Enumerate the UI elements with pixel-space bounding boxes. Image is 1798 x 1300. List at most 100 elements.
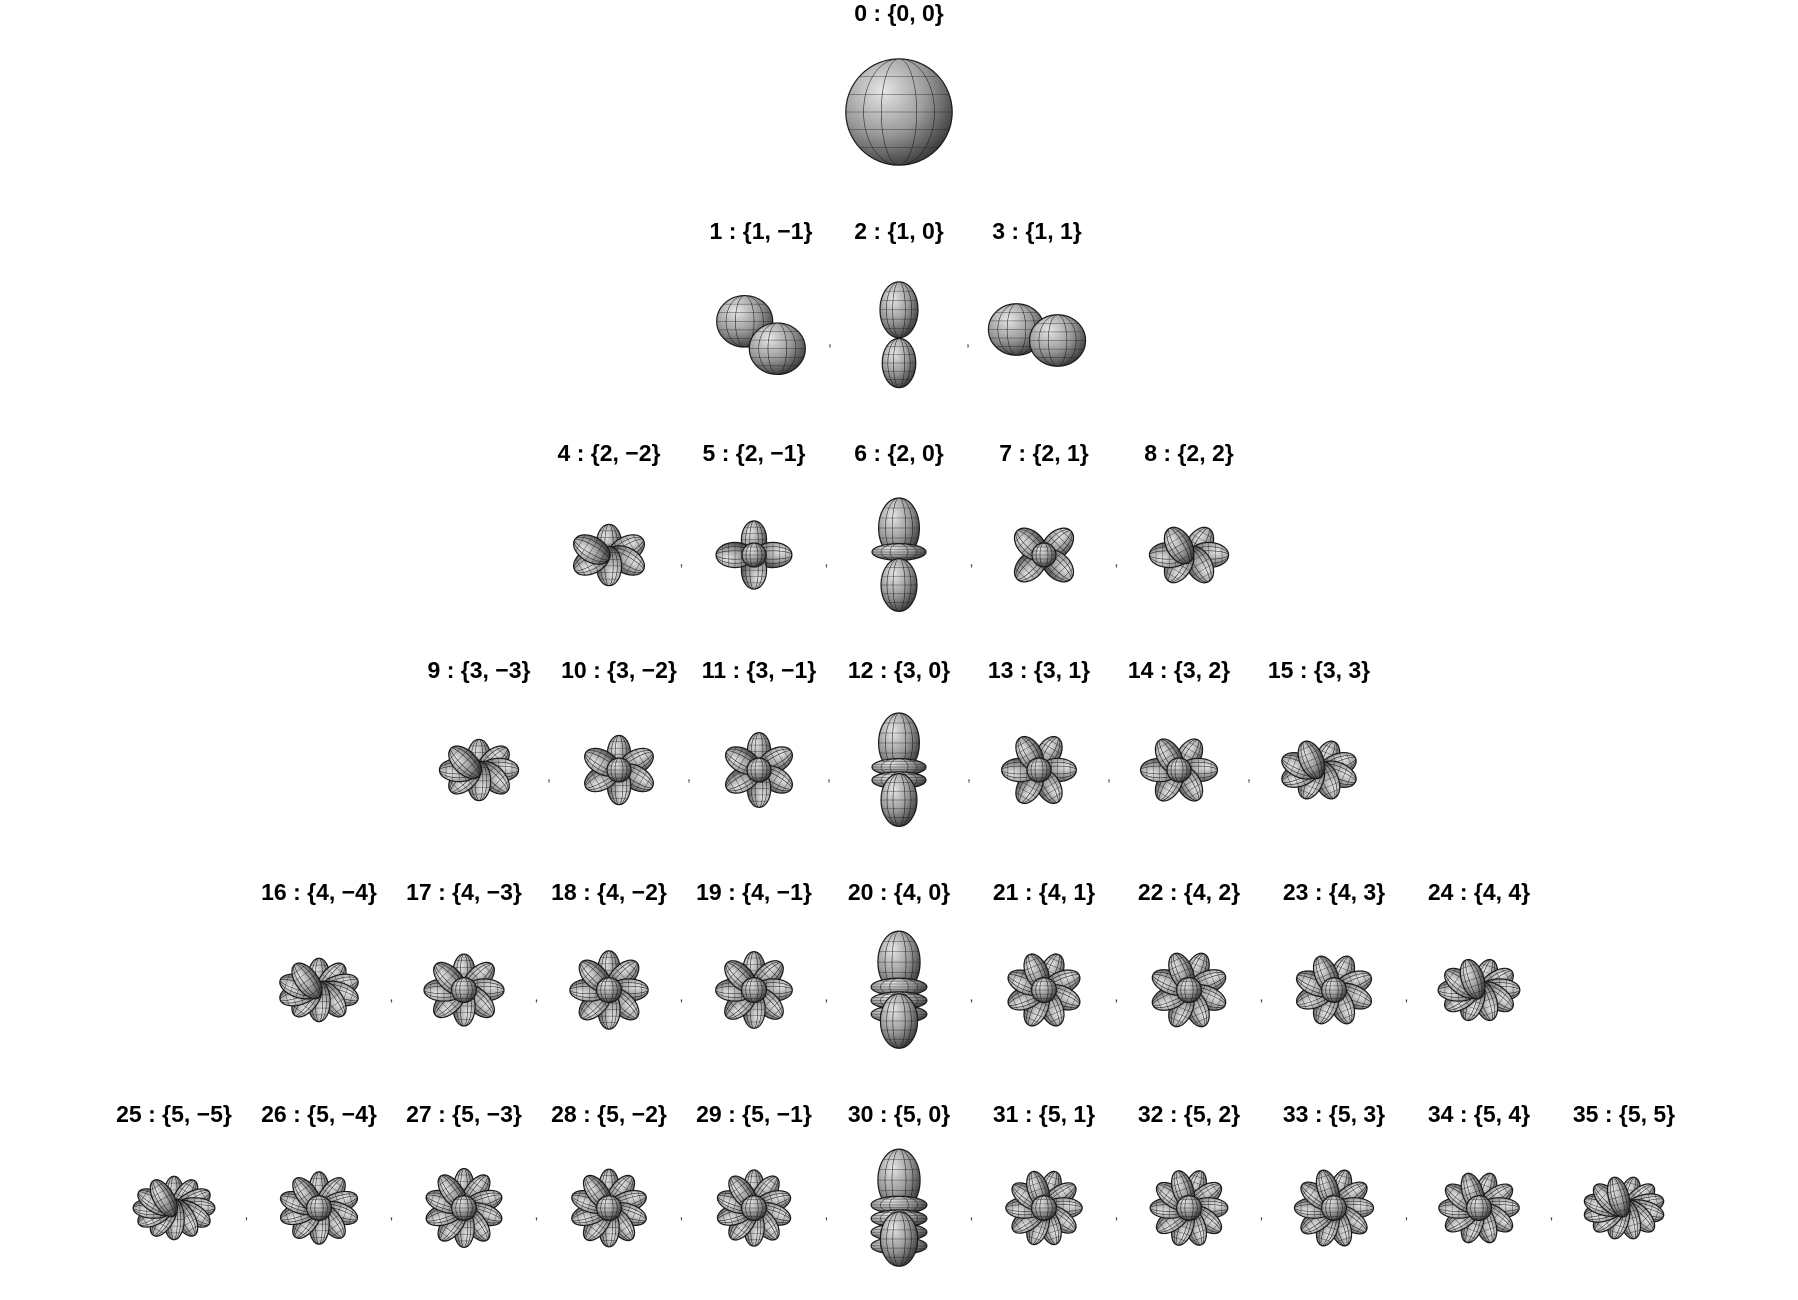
harmonic-label: 35 : {5, 5} [1572, 1101, 1676, 1127]
harmonic-label: 30 : {5, 0} [847, 1101, 951, 1127]
list-separator: , [534, 1206, 539, 1222]
harmonic-label: 10 : {3, −2} [561, 657, 677, 683]
list-separator: , [828, 333, 832, 349]
harmonic-shape [1148, 526, 1230, 584]
harmonic-shape [1149, 1170, 1229, 1246]
harmonic-label: 5 : {2, −1} [702, 440, 806, 466]
harmonic-label: 20 : {4, 0} [847, 879, 951, 905]
center-lobe [1176, 977, 1202, 1003]
harmonic-shape [870, 930, 928, 1049]
center-lobe [1176, 1195, 1202, 1221]
harmonic-shape [1438, 1172, 1520, 1244]
harmonic-shape [572, 523, 646, 587]
petal-lobe [149, 1179, 178, 1218]
harmonic-shape [715, 520, 793, 590]
center-lobe [1031, 542, 1057, 568]
harmonic-shape [1295, 955, 1373, 1025]
lobe [1028, 314, 1087, 367]
harmonic-shape [423, 953, 505, 1027]
list-separator: , [1404, 988, 1409, 1004]
list-separator: , [824, 1206, 829, 1222]
harmonic-label: 1 : {1, −1} [709, 218, 813, 244]
center-lobe [1166, 757, 1192, 783]
petal-lobe [1459, 958, 1486, 1000]
harmonic-shape [987, 303, 1087, 367]
petal-lobe [1606, 1176, 1631, 1218]
list-separator: , [1404, 1206, 1409, 1222]
harmonic-shape [871, 712, 927, 827]
harmonic-shape [724, 731, 794, 809]
harmonic-shape [716, 294, 806, 376]
center-lobe [596, 1195, 622, 1221]
harmonic-shape [845, 58, 953, 166]
list-separator: , [969, 988, 974, 1004]
harmonic-label: 25 : {5, −5} [116, 1101, 232, 1127]
harmonic-label: 12 : {3, 0} [847, 657, 951, 683]
harmonic-label: 34 : {5, 4} [1427, 1101, 1531, 1127]
lobe [748, 322, 806, 376]
harmonic-shape [1583, 1176, 1665, 1240]
center-lobe [746, 757, 772, 783]
harmonic-shape [715, 951, 793, 1029]
list-separator: , [244, 1206, 249, 1222]
harmonic-label: 21 : {4, 1} [992, 879, 1096, 905]
harmonic-shape [716, 1169, 792, 1247]
harmonic-label: 2 : {1, 0} [854, 218, 944, 244]
harmonic-shape [571, 1168, 647, 1248]
center-lobe [451, 977, 477, 1003]
center-lobe [1321, 1195, 1347, 1221]
torus-ring [871, 543, 927, 561]
harmonic-label: 16 : {4, −4} [261, 879, 377, 905]
center-lobe [741, 977, 767, 1003]
harmonic-label: 3 : {1, 1} [992, 218, 1082, 244]
center-lobe [1031, 1195, 1057, 1221]
center-lobe [606, 757, 632, 783]
list-separator: , [824, 553, 829, 569]
harmonic-shape [279, 1171, 359, 1245]
list-separator: , [389, 988, 394, 1004]
list-separator: , [1259, 1206, 1264, 1222]
harmonic-shape [1151, 952, 1227, 1028]
harmonic-label: 26 : {5, −4} [261, 1101, 377, 1127]
harmonic-label: 11 : {3, −1} [701, 657, 817, 683]
harmonic-shape [1007, 953, 1081, 1027]
petal-lobe [572, 534, 611, 565]
harmonic-shape [279, 957, 359, 1023]
list-separator: , [969, 553, 974, 569]
harmonic-label: 6 : {2, 0} [854, 440, 944, 466]
harmonic-shape [438, 738, 520, 802]
list-separator: , [547, 768, 551, 784]
polar-lobe-top [879, 281, 919, 339]
petal-lobe [1163, 526, 1195, 565]
harmonic-label: 28 : {5, −2} [551, 1101, 667, 1127]
harmonic-shape [871, 497, 927, 612]
harmonic-label: 15 : {3, 3} [1267, 657, 1371, 683]
harmonic-shape [1139, 738, 1219, 802]
harmonic-label: 7 : {2, 1} [999, 440, 1089, 466]
harmonic-shape [870, 1148, 928, 1267]
harmonic-shape [1000, 735, 1078, 805]
harmonic-shape [1293, 1169, 1375, 1247]
harmonic-label: 23 : {4, 3} [1282, 879, 1386, 905]
list-separator: , [679, 1206, 684, 1222]
polar-lobe-top [878, 712, 920, 774]
harmonic-shape [1005, 1170, 1083, 1246]
list-separator: , [966, 333, 970, 349]
polar-lobe-bottom [881, 337, 917, 389]
center-lobe [1026, 757, 1052, 783]
list-separator: , [687, 768, 691, 784]
list-separator: , [1107, 768, 1111, 784]
list-separator: , [967, 768, 971, 784]
list-separator: , [1259, 988, 1264, 1004]
center-lobe [596, 977, 622, 1003]
harmonic-shape [132, 1175, 216, 1241]
harmonic-label: 8 : {2, 2} [1144, 440, 1234, 466]
harmonic-label: 24 : {4, 4} [1427, 879, 1531, 905]
harmonic-shape [1281, 740, 1357, 800]
sphere-lobe [845, 58, 953, 166]
polar-lobe-bottom [880, 558, 918, 612]
harmonic-shape [425, 1167, 503, 1249]
list-separator: , [679, 553, 684, 569]
harmonic-label: 31 : {5, 1} [992, 1101, 1096, 1127]
list-separator: , [1549, 1206, 1554, 1222]
